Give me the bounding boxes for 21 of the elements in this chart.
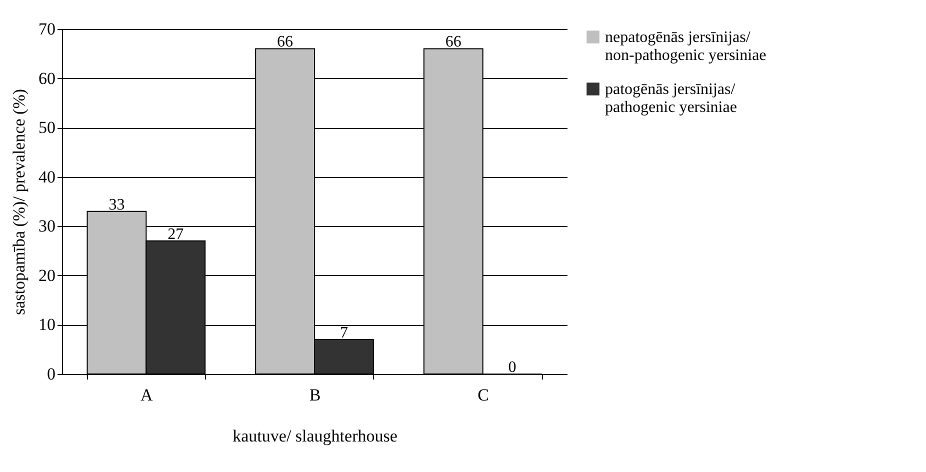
x-tick-label: C [478, 386, 490, 404]
y-tick-label: 70 [38, 20, 56, 38]
x-tick-label: B [309, 386, 321, 404]
x-tick-label: A [140, 386, 154, 404]
data-label: 0 [508, 359, 516, 376]
y-tick-label: 50 [38, 118, 56, 138]
legend-label: patogēnās jersīnijas/ pathogenic yersiniae [605, 81, 737, 116]
y-axis-title: sastopamība (%)/ prevalence (%) [10, 88, 28, 316]
y-tick-label: 10 [38, 315, 56, 334]
y-tick-label: 40 [38, 167, 56, 186]
y-tick-label: 20 [38, 266, 56, 285]
y-tick-label: 0 [47, 364, 56, 384]
x-axis-title: kautuve/ slaughterhouse [232, 426, 398, 446]
data-label: 27 [168, 226, 184, 243]
data-label: 66 [277, 34, 294, 51]
legend-label: nepatogēnās jersīnijas/ non-pathogenic yersiniae [605, 29, 766, 64]
data-label: 66 [445, 34, 462, 51]
data-label: 33 [108, 196, 125, 214]
data-label: 7 [340, 324, 348, 342]
y-tick-label: 30 [38, 216, 56, 236]
y-tick-label: 60 [38, 68, 56, 88]
